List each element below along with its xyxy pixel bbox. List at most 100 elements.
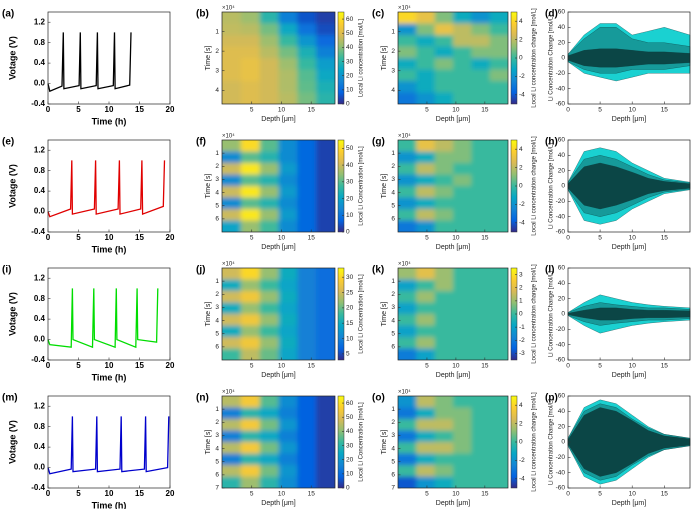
- heat-cell: [398, 197, 417, 210]
- heat-cell: [222, 12, 242, 24]
- heat-cell: [416, 81, 436, 93]
- heat-cell: [471, 302, 491, 315]
- y-tick-label: 20: [558, 39, 566, 46]
- x-tick-label: 0: [46, 105, 51, 114]
- heat-cell: [453, 396, 472, 408]
- axis-exponent: ×10⁴: [222, 261, 235, 268]
- heat-cell: [434, 302, 454, 315]
- colorbar-tick-label: 10: [346, 335, 354, 342]
- heat-cell: [316, 407, 335, 420]
- heat-cell: [453, 35, 472, 47]
- colorbar-tick-label: 4: [519, 18, 523, 25]
- heat-cell: [489, 140, 508, 152]
- y-axis-label: Li Concentration Change [mol/L]: [549, 271, 555, 357]
- heat-cell: [297, 46, 317, 59]
- heat-cell: [398, 35, 417, 47]
- y-tick-label: -20: [556, 454, 566, 461]
- heat-cell: [259, 197, 279, 210]
- heat-cell: [297, 81, 317, 93]
- x-axis-label: Depth [μm]: [436, 500, 470, 507]
- colorbar-tick-label: 0: [346, 485, 350, 492]
- y-axis-label: Li Concentration Change [mol/L]: [549, 399, 555, 485]
- heat-cell: [259, 302, 279, 315]
- heat-cell: [316, 46, 335, 59]
- heat-cell: [489, 69, 508, 82]
- colorbar-tick-label: 40: [346, 44, 354, 51]
- y-tick-label: 20: [558, 167, 566, 174]
- x-axis-label: Depth [μm]: [261, 116, 295, 123]
- heat-cell: [297, 35, 317, 47]
- colorbar-tick-label: 3: [519, 271, 523, 278]
- x-tick-label: 5: [250, 363, 254, 370]
- heat-cell: [416, 396, 436, 408]
- heat-cell: [398, 163, 417, 175]
- y-tick-label: 4: [391, 87, 395, 94]
- heat-cell: [416, 314, 436, 326]
- colorbar-tick-label: 2: [519, 420, 523, 427]
- panel-label: (b): [196, 9, 209, 20]
- heat-cell: [316, 197, 335, 210]
- heat-cell: [453, 220, 472, 232]
- y-tick-label: 4: [391, 317, 395, 324]
- heat-cell: [489, 396, 508, 408]
- heat-cell: [240, 220, 261, 232]
- heat-cell: [297, 197, 317, 210]
- heat-cell: [222, 209, 242, 221]
- y-tick-label: 0.8: [34, 38, 46, 47]
- heat-cell: [434, 140, 454, 152]
- heat-cell: [297, 69, 317, 82]
- heat-cell: [278, 35, 298, 47]
- heat-cell: [316, 23, 335, 36]
- y-tick-label: -20: [556, 326, 566, 333]
- y-tick-label: 2: [215, 419, 219, 426]
- x-tick-label: 0: [566, 491, 570, 498]
- colorbar-tick-label: 30: [346, 442, 354, 449]
- colorbar-tick-label: 60: [346, 16, 354, 23]
- x-tick-label: 5: [425, 107, 429, 114]
- y-tick-label: 2: [215, 48, 219, 55]
- x-tick-label: 10: [105, 233, 114, 242]
- colorbar-tick-label: -2: [519, 457, 525, 464]
- heat-cell: [398, 407, 417, 420]
- heat-cell: [434, 337, 454, 349]
- heat-cell: [297, 407, 317, 420]
- x-tick-label: 15: [308, 363, 316, 370]
- heat-cell: [489, 23, 508, 36]
- heat-cell: [259, 465, 279, 477]
- heat-cell: [316, 92, 335, 104]
- y-tick-label: 0.4: [34, 186, 46, 195]
- y-tick-label: 6: [391, 216, 395, 223]
- colorbar-label: Local Li concentration change [mol/L]: [532, 392, 538, 492]
- y-tick-label: 3: [391, 304, 395, 311]
- heat-cell: [453, 163, 472, 175]
- colorbar-tick-label: 4: [519, 146, 523, 153]
- y-tick-label: 6: [391, 472, 395, 479]
- heat-cell: [434, 209, 454, 221]
- x-axis-label: Depth [μm]: [261, 500, 295, 507]
- y-tick-label: -0.4: [31, 355, 45, 364]
- colorbar-tick-label: 1: [519, 298, 523, 305]
- heat-cell: [240, 151, 261, 164]
- heat-cell: [471, 396, 491, 408]
- plot-frame: [397, 139, 509, 233]
- heat-cell: [316, 442, 335, 454]
- y-tick-label: 6: [215, 472, 219, 479]
- heat-cell: [240, 348, 261, 360]
- heat-cell: [222, 174, 242, 187]
- heat-cell: [416, 419, 436, 431]
- heat-cell: [297, 291, 317, 303]
- x-tick-label: 15: [481, 107, 489, 114]
- heat-cell: [259, 453, 279, 466]
- heat-cell: [489, 279, 508, 292]
- heat-cell: [297, 220, 317, 232]
- y-axis-label: Time [s]: [381, 430, 388, 455]
- x-tick-label: 10: [452, 491, 460, 498]
- colorbar-tick-label: 30: [346, 58, 354, 65]
- y-tick-label: 3: [391, 67, 395, 74]
- heat-cell: [453, 209, 472, 221]
- heat-cell: [259, 81, 279, 93]
- heat-cell: [416, 476, 436, 488]
- heat-cell: [259, 419, 279, 431]
- heat-cell: [471, 476, 491, 488]
- y-tick-label: -0.4: [31, 99, 45, 108]
